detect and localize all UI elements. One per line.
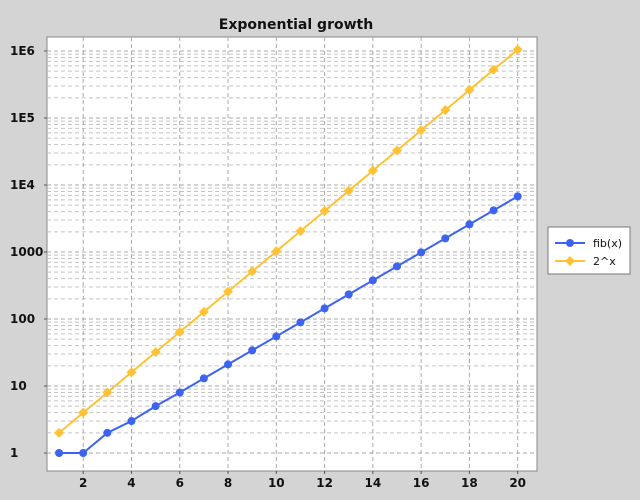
data-point [79, 449, 88, 457]
data-point [271, 246, 282, 257]
x-tick-label: 14 [365, 476, 382, 490]
series-line [58, 48, 519, 434]
data-point [151, 402, 160, 411]
data-point [296, 318, 305, 327]
series-pow2 [54, 44, 523, 438]
data-point [102, 387, 113, 398]
series-layer [54, 44, 523, 457]
data-point [199, 374, 208, 383]
y-tick-label: 1000 [10, 245, 43, 259]
x-tick-label: 6 [176, 476, 184, 490]
data-point [127, 417, 136, 426]
legend-swatch-marker [565, 256, 575, 266]
data-point [464, 84, 475, 95]
data-point [392, 145, 402, 156]
data-point [223, 286, 234, 297]
axes: 2 4 6 8 10 12 14 16 18 20 1 10 100 1000 1E4 1E5 1E6 [10, 44, 526, 490]
data-point [248, 346, 257, 355]
data-point [174, 326, 185, 337]
data-point [465, 220, 474, 229]
data-point [393, 262, 401, 271]
x-tick-label: 20 [509, 476, 526, 490]
x-tick-label: 2 [79, 476, 87, 490]
legend-label: 2^x [593, 255, 616, 268]
y-tick-label: 1E6 [10, 44, 35, 58]
data-point [247, 266, 258, 277]
plot-area [46, 36, 538, 472]
legend: fib(x) 2^x [547, 226, 631, 275]
data-point [78, 407, 89, 418]
y-tick-label: 1E4 [10, 178, 35, 192]
y-tick-label: 1E5 [10, 111, 35, 125]
legend-box [547, 226, 631, 275]
data-point [343, 185, 354, 196]
data-point [319, 205, 330, 216]
data-point [103, 428, 112, 437]
legend-swatch-marker [566, 239, 574, 247]
data-point [368, 276, 377, 285]
data-point [272, 332, 281, 341]
x-tick-label: 10 [268, 476, 285, 490]
series-fib [55, 192, 522, 457]
data-point [441, 234, 450, 243]
data-point [175, 388, 184, 397]
x-tick-label: 12 [316, 476, 333, 490]
legend-label: fib(x) [593, 237, 622, 250]
data-point [417, 248, 426, 257]
y-tick-label: 100 [10, 312, 35, 326]
y-tick-label: 10 [10, 379, 27, 393]
data-point [488, 64, 499, 75]
data-point [489, 206, 498, 215]
x-tick-label: 18 [461, 476, 478, 490]
data-point [367, 165, 378, 176]
x-tick-label: 8 [224, 476, 232, 490]
x-tick-label: 16 [413, 476, 430, 490]
data-point [512, 44, 523, 55]
y-tick-label: 1 [10, 446, 18, 460]
x-tick-label: 4 [127, 476, 135, 490]
data-point [54, 427, 65, 438]
data-point [344, 290, 353, 299]
data-point [320, 304, 329, 313]
chart-title: Exponential growth [219, 17, 373, 33]
data-point [224, 360, 233, 369]
data-point [295, 226, 306, 237]
data-point [150, 347, 161, 358]
data-point [440, 105, 451, 116]
data-point [55, 449, 64, 457]
data-point [198, 306, 209, 317]
data-point [513, 192, 522, 201]
data-point [416, 125, 427, 136]
series-line [59, 195, 519, 454]
data-point [126, 367, 137, 378]
grid [47, 37, 537, 471]
